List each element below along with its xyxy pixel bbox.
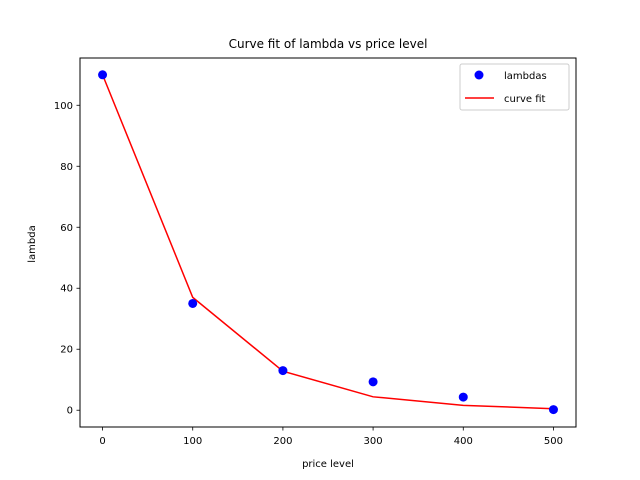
chart-title: Curve fit of lambda vs price level xyxy=(229,37,428,51)
legend-label-curve-fit: curve fit xyxy=(504,94,545,105)
y-tick-label: 100 xyxy=(54,101,73,112)
legend-marker-lambdas xyxy=(475,71,484,80)
x-tick-label: 0 xyxy=(99,436,105,447)
x-tick-label: 500 xyxy=(544,436,563,447)
x-tick-label: 100 xyxy=(183,436,202,447)
lambda-point xyxy=(98,70,107,79)
lambda-point xyxy=(369,377,378,386)
legend: lambdas curve fit xyxy=(460,64,569,110)
y-tick-label: 60 xyxy=(60,223,73,234)
series-layer xyxy=(98,70,558,414)
lambda-point xyxy=(278,366,287,375)
y-axis-label: lambda xyxy=(27,225,38,262)
plot-frame xyxy=(80,58,576,427)
y-tick-label: 40 xyxy=(60,284,73,295)
lambda-point xyxy=(188,299,197,308)
y-tick-label: 20 xyxy=(60,345,73,356)
legend-label-lambdas: lambdas xyxy=(504,71,547,82)
x-tick-label: 200 xyxy=(273,436,292,447)
y-tick-label: 0 xyxy=(67,406,73,417)
y-axis-ticks: 0 20 40 60 80 100 xyxy=(54,101,80,417)
lambda-point xyxy=(549,405,558,414)
curve-fit-line xyxy=(103,75,554,409)
x-axis-label: price level xyxy=(302,459,354,470)
x-tick-label: 400 xyxy=(454,436,473,447)
lambda-point xyxy=(459,393,468,402)
x-axis-ticks: 0 100 200 300 400 500 xyxy=(99,427,563,447)
y-tick-label: 80 xyxy=(60,162,73,173)
x-tick-label: 300 xyxy=(364,436,383,447)
